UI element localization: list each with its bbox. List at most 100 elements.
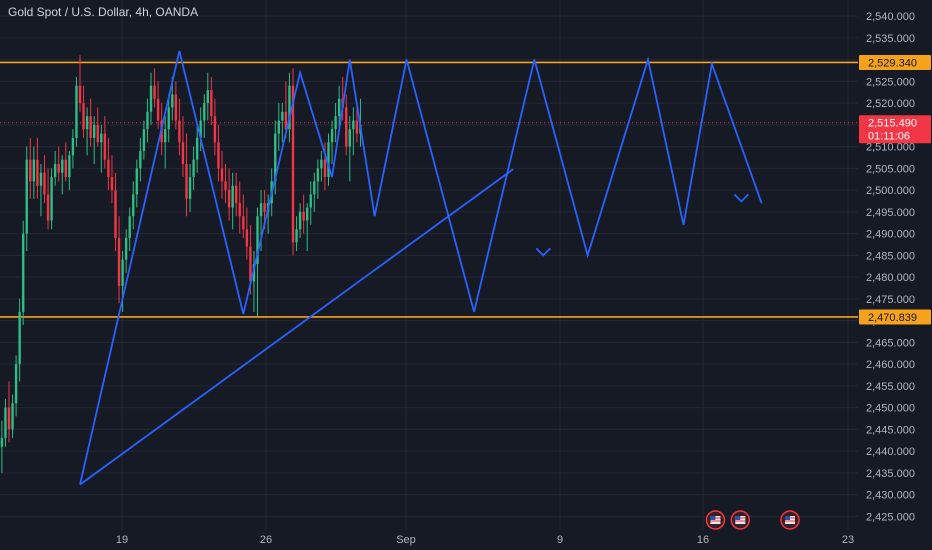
candle [295,216,298,251]
candle-body [220,168,224,182]
y-tick-label: 2,490.000 [866,229,915,241]
candle [110,155,114,204]
y-tick-label: 2,535.000 [866,33,915,45]
candle [50,168,53,230]
candle-body [295,229,298,243]
y-tick-label: 2,500.000 [866,185,915,197]
candle [93,116,96,164]
y-tick-label: 2,475.000 [866,294,915,306]
price-tag-label: 2,529.340 [868,57,917,69]
candle-body [337,98,341,117]
candle-body [103,133,107,160]
candle [334,103,337,143]
y-tick-label: 2,440.000 [866,446,915,458]
us-flag-event-icon[interactable] [730,510,751,530]
candle-body [128,216,131,238]
candle-body [274,133,277,182]
candle-body [352,120,355,130]
candle-body [68,155,71,178]
candle [64,142,67,182]
candle-body [203,103,206,121]
us-flag-event-icon[interactable] [705,510,726,530]
level-price-tag: 2,529.340 [859,54,931,70]
us-flag-event-icon[interactable] [780,510,800,530]
candle-body [22,233,25,312]
candle-body [192,159,195,178]
y-tick-label: 2,455.000 [866,381,915,393]
flag-canton [710,516,716,520]
time-axis[interactable]: 19 26 Sep 9 16 23 [116,534,854,546]
candle-body [114,190,117,238]
candle [178,98,181,156]
candle-body [242,216,245,230]
candle [43,155,46,204]
candle-body [174,94,178,121]
candle [281,103,284,143]
candle-body [355,120,359,134]
candle [227,168,231,221]
zigzag-projection[interactable] [79,50,763,485]
candle-body [156,98,160,121]
candle [100,124,103,173]
candle-body [252,264,256,282]
candle [313,172,316,212]
candle-body [298,211,302,230]
candle-body [167,107,170,130]
candle-body [291,85,295,243]
candle [32,146,36,199]
candle-body [316,168,320,182]
x-tick-label: 19 [116,534,128,546]
candle-body [302,211,305,221]
y-tick-label: 2,460.000 [866,359,915,371]
candle [114,172,117,251]
candle [298,203,302,238]
price-axis[interactable]: 2,540.0002,535.0002,530.0002,525.0002,52… [866,11,915,523]
candle-body [313,181,316,195]
candle [277,103,280,151]
candle [46,168,50,230]
candle-body [82,103,85,130]
y-tick-label: 2,525.000 [866,76,915,88]
candle-body [93,124,96,138]
candle [348,116,351,182]
candle-body [245,229,249,247]
trendline[interactable] [79,168,514,486]
candle [309,181,312,225]
arrowhead-down-2[interactable] [733,193,750,203]
candle [284,81,288,138]
candle-body [217,142,220,169]
drawings[interactable] [79,50,763,486]
candle-body [171,94,174,108]
candle-body [327,142,330,178]
candle-body [139,150,142,169]
candle [203,94,206,138]
candle-body [224,181,227,191]
candle [238,181,241,234]
level-price-tag: 2,470.839 [859,309,931,325]
candle-body [227,190,231,208]
candle [142,120,146,160]
candle-body [259,203,263,217]
candle-body [256,216,259,265]
candle [89,98,92,147]
x-tick-label: Sep [396,534,416,546]
candle [352,107,355,156]
candle-body [46,194,50,221]
candle-body [100,133,103,143]
event-markers[interactable] [705,510,800,530]
horizontal-levels [0,61,858,318]
y-tick-label: 2,425.000 [866,511,915,523]
candle-body [164,129,167,143]
candle [124,229,128,273]
candle-body [288,85,291,130]
candle-body [206,90,209,104]
candle [149,72,153,125]
candle [22,220,25,325]
arrowhead-down-1[interactable] [535,247,551,257]
y-tick-label: 2,450.000 [866,403,915,415]
candle-body [11,403,14,430]
